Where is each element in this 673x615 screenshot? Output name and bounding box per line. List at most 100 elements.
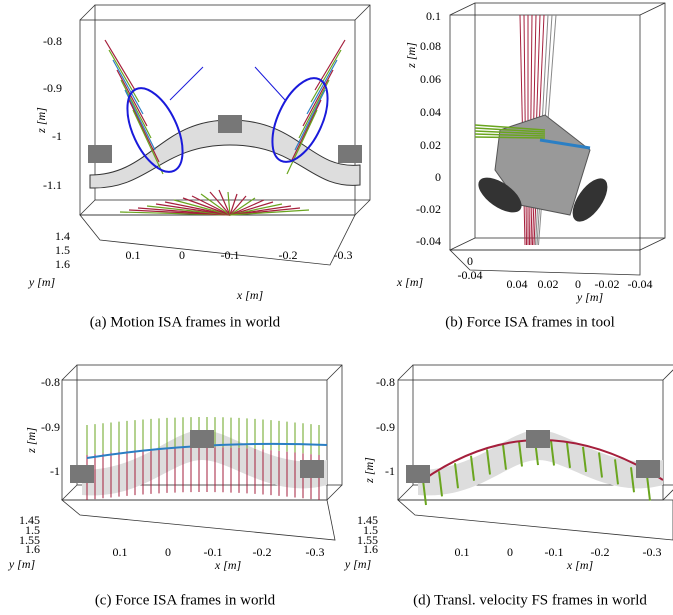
z-tick-label: 0.04 <box>420 105 441 119</box>
gripper <box>218 115 242 133</box>
x-tick-label: -0.1 <box>204 545 223 559</box>
arrow <box>582 446 587 473</box>
floor <box>79 214 356 266</box>
z-tick-label: -1 <box>50 464 60 478</box>
axis-box <box>354 199 371 216</box>
z-tick-label: -0.9 <box>376 420 395 434</box>
axis-box <box>449 2 476 16</box>
arrow <box>120 79 152 139</box>
y-tick-label: 1.5 <box>25 523 40 537</box>
gripper <box>70 465 94 483</box>
arrow <box>539 138 591 150</box>
arrow <box>209 191 231 216</box>
axis-box <box>639 2 666 16</box>
y-tick-label: 0.02 <box>538 277 559 291</box>
caption: (b) Force ISA frames in tool <box>445 314 615 330</box>
x-tick-label: -0.2 <box>279 248 298 262</box>
axis-box <box>76 364 343 486</box>
x-tick-label: -0.3 <box>643 545 662 559</box>
axis-box <box>326 364 343 381</box>
arrow <box>132 109 164 175</box>
arrow <box>474 133 546 137</box>
axis-box <box>397 484 414 501</box>
axis-box <box>79 4 96 21</box>
x-tick-label: 0.1 <box>126 248 141 262</box>
arrow <box>229 209 310 216</box>
axis-box <box>61 364 78 381</box>
arrow <box>474 130 546 135</box>
arrow <box>286 109 318 175</box>
arrow <box>182 197 231 216</box>
z-tick-label: -0.02 <box>416 202 441 216</box>
x-axis-label: x [m] <box>236 288 264 302</box>
axis-box <box>79 199 96 216</box>
pointer <box>169 66 204 101</box>
z-tick-label: -1 <box>385 464 395 478</box>
arrow <box>310 49 342 103</box>
x-tick-label: 0.1 <box>455 545 470 559</box>
arrow <box>302 69 334 127</box>
arrow <box>566 442 571 468</box>
arrow <box>598 452 603 478</box>
axis-box <box>354 4 371 21</box>
z-axis-label: z [m] <box>404 42 418 69</box>
arrow <box>173 199 231 216</box>
arrow <box>164 201 231 216</box>
arrow <box>200 193 231 216</box>
axis-box <box>474 2 666 239</box>
y-axis-label: y [m] <box>576 290 604 304</box>
z-tick-label: -0.8 <box>376 375 395 389</box>
axis-box <box>412 364 673 486</box>
x-tick-label: -0.2 <box>591 545 610 559</box>
z-tick-label: 0.1 <box>426 9 441 23</box>
arrow <box>474 127 546 133</box>
axis-box <box>326 484 343 501</box>
x-tick-label: -0.1 <box>545 545 564 559</box>
y-axis-label: y [m] <box>8 557 36 571</box>
x-axis-label: x [m] <box>214 558 242 572</box>
gripper <box>338 145 362 163</box>
arrow <box>229 193 238 216</box>
y-tick-label: 1.55 <box>357 533 378 547</box>
caption: (a) Motion ISA frames in world <box>90 314 281 330</box>
arrow <box>124 89 156 151</box>
arrow <box>229 197 256 216</box>
arrow <box>294 89 326 151</box>
arrow <box>550 440 555 466</box>
z-tick-label: 0.02 <box>420 138 441 152</box>
arrow <box>646 475 651 501</box>
arrow <box>128 99 160 163</box>
y-tick-label: 1.55 <box>19 533 40 547</box>
arrow <box>314 39 346 91</box>
axis-box <box>639 237 666 251</box>
axis-box <box>449 237 476 251</box>
axis-box <box>662 489 673 501</box>
z-tick-label: -0.9 <box>43 81 62 95</box>
arrow <box>229 195 247 216</box>
z-tick-label: 0.08 <box>420 39 441 53</box>
y-tick-label: 1.6 <box>363 542 378 556</box>
y-tick-label: -0.02 <box>595 277 620 291</box>
x-axis-label: x [m] <box>396 275 424 289</box>
arrow <box>630 467 635 493</box>
axis-box <box>662 369 673 381</box>
z-tick-label: 0.06 <box>420 72 441 86</box>
axis-box <box>61 484 78 501</box>
arrow <box>290 99 322 163</box>
x-tick-label: -0.1 <box>221 248 240 262</box>
axis-box <box>94 4 371 201</box>
arrow <box>155 203 231 216</box>
tool-wheel <box>478 177 522 213</box>
y-tick-label: 1.6 <box>25 542 40 556</box>
y-tick-label: 1.6 <box>55 257 70 271</box>
arrow <box>191 195 231 216</box>
z-axis-label: z [m] <box>34 107 48 134</box>
z-tick-label: -0.9 <box>41 420 60 434</box>
floor <box>60 499 336 541</box>
caption: (d) Transl. velocity FS frames in world <box>413 592 647 608</box>
z-tick-label: -0.8 <box>43 34 62 48</box>
x-tick-label: 0 <box>179 248 185 262</box>
trajectory-band <box>89 119 361 189</box>
